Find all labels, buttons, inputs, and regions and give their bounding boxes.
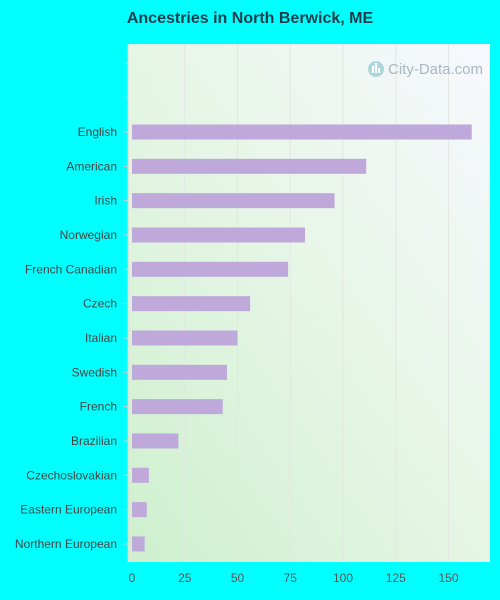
bar [132,124,472,140]
x-tick-label: 75 [284,571,298,585]
category-label: Brazilian [71,434,117,448]
category-label: Irish [94,194,117,208]
bar [132,399,223,415]
category-label: Norwegian [60,228,117,242]
x-tick-label: 25 [178,571,192,585]
x-tick-label: 150 [438,571,458,585]
chart-title: Ancestries in North Berwick, ME [126,10,374,27]
x-tick-label: 100 [333,571,353,585]
category-label: Swedish [72,365,117,379]
bar [132,227,306,243]
bar [132,433,179,449]
city-data-logo-icon [368,61,384,77]
x-tick-label: 0 [129,571,136,585]
category-label: American [66,159,117,173]
category-label: English [78,125,117,139]
category-label: French [80,400,117,414]
x-tick-label: 50 [231,571,245,585]
category-label: Italian [85,331,117,345]
watermark: City-Data.com [368,61,483,78]
y-axis [124,44,129,562]
bar [132,330,238,346]
category-label: Northern European [15,537,117,551]
bar [132,502,147,518]
category-label: Eastern European [20,503,117,517]
bars [132,124,472,552]
category-label: Czech [83,297,117,311]
x-tick-labels: 0 25 50 75 100 125 150 [129,571,459,585]
bar [132,158,367,174]
category-label: Czechoslovakian [26,468,117,482]
category-label: French Canadian [25,262,117,276]
bar [132,261,289,277]
bar [132,296,251,312]
bar [132,467,149,483]
bar [132,364,227,380]
watermark-text: City-Data.com [388,61,483,78]
bar [132,536,145,552]
x-tick-label: 125 [386,571,406,585]
bar [132,193,335,209]
category-labels: English American Irish Norwegian French Cana… [15,125,117,551]
